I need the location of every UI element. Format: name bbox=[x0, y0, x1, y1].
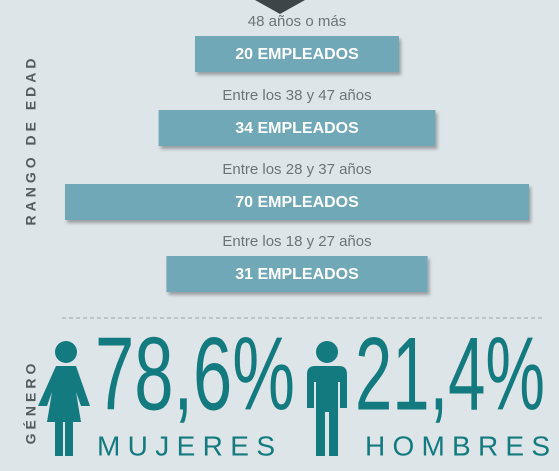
bar bbox=[166, 256, 428, 292]
value-label: 20 EMPLEADOS bbox=[235, 46, 359, 63]
age-axis-label: RANGO DE EDAD bbox=[23, 54, 39, 225]
category-label: Entre los 18 y 27 años bbox=[222, 233, 371, 250]
percent-value: 21,4% bbox=[355, 316, 545, 432]
bar bbox=[195, 36, 399, 72]
percent-value: 78,6% bbox=[95, 316, 295, 432]
man-icon bbox=[307, 341, 347, 456]
gender-label: HOMBRES bbox=[365, 430, 550, 461]
woman-icon bbox=[38, 341, 90, 456]
category-label: Entre los 28 y 37 años bbox=[222, 161, 371, 178]
category-label: 48 años o más bbox=[248, 13, 346, 30]
value-label: 70 EMPLEADOS bbox=[235, 194, 359, 211]
category-label: Entre los 38 y 47 años bbox=[222, 87, 371, 104]
bar bbox=[65, 184, 529, 220]
gender-axis-label: GÉNERO bbox=[23, 360, 39, 445]
gender-label: MUJERES bbox=[97, 430, 275, 461]
value-label: 34 EMPLEADOS bbox=[235, 120, 359, 137]
bar bbox=[158, 110, 436, 146]
value-label: 31 EMPLEADOS bbox=[235, 266, 359, 283]
pointer bbox=[255, 0, 305, 14]
